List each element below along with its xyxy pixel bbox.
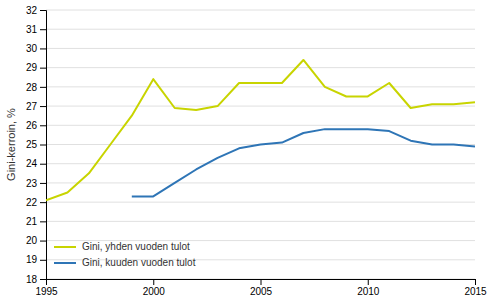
x-axis-line xyxy=(47,280,476,286)
y-axis: 18 19 20 21 22 23 24 25 26 27 28 29 30 31 32 xyxy=(26,5,47,285)
y-tick-mark xyxy=(40,202,46,203)
y-tick: 24 xyxy=(26,158,46,169)
grid-line xyxy=(46,202,475,203)
y-tick-mark xyxy=(40,10,46,11)
y-tick: 18 xyxy=(26,274,46,285)
y-tick: 26 xyxy=(26,120,46,131)
chart: 1995 2000 2005 2010 2015 18 19 20 21 22 23 24 25 26 27… xyxy=(0,0,491,303)
x-tick-mark xyxy=(475,279,476,285)
grid-line xyxy=(46,163,475,164)
y-tick-mark xyxy=(40,183,46,184)
x-tick-mark xyxy=(261,279,262,285)
y-tick-label: 21 xyxy=(26,216,38,227)
y-tick-label: 24 xyxy=(26,158,38,169)
x-tick-label: 2005 xyxy=(250,286,273,297)
y-tick-mark xyxy=(40,164,46,165)
grid-line xyxy=(46,221,475,222)
y-tick-mark xyxy=(40,221,46,222)
x-tick: 2015 xyxy=(464,279,487,297)
y-tick-label: 18 xyxy=(26,274,38,285)
x-tick: 2005 xyxy=(250,279,273,297)
legend-swatch xyxy=(54,262,76,264)
y-tick: 31 xyxy=(26,24,46,35)
y-tick-label: 28 xyxy=(26,82,38,93)
grid-line xyxy=(46,67,475,68)
legend-label: Gini, kuuden vuoden tulot xyxy=(82,257,196,268)
y-tick-label: 23 xyxy=(26,178,38,189)
legend-label: Gini, yhden vuoden tulot xyxy=(82,241,190,252)
y-tick: 21 xyxy=(26,216,46,227)
y-tick-label: 22 xyxy=(26,197,38,208)
x-tick-label: 2000 xyxy=(143,286,166,297)
series-line xyxy=(46,60,475,200)
y-tick-mark xyxy=(40,125,46,126)
y-tick-mark xyxy=(40,87,46,88)
grid-line xyxy=(46,125,475,126)
grid-line xyxy=(46,86,475,87)
y-tick-label: 31 xyxy=(26,24,38,35)
legend: Gini, yhden vuoden tulot Gini, kuuden vuo… xyxy=(54,241,196,268)
grid-line xyxy=(46,10,475,11)
grid-line xyxy=(46,48,475,49)
x-tick-label: 2010 xyxy=(357,286,380,297)
y-tick: 28 xyxy=(26,82,46,93)
y-tick-mark xyxy=(40,260,46,261)
y-axis-line xyxy=(40,11,47,280)
y-tick-mark xyxy=(40,241,46,242)
y-tick-mark xyxy=(40,106,46,107)
x-tick-mark xyxy=(153,279,154,285)
plot: 1995 2000 2005 2010 2015 18 19 20 21 22 23 24 25 26 27… xyxy=(26,5,487,297)
legend-item: Gini, yhden vuoden tulot xyxy=(54,241,190,252)
grid-line xyxy=(46,29,475,30)
y-tick-mark xyxy=(40,48,46,49)
y-tick-label: 26 xyxy=(26,120,38,131)
y-tick-label: 29 xyxy=(26,62,38,73)
x-tick: 1995 xyxy=(35,279,58,297)
y-tick-label: 25 xyxy=(26,139,38,150)
grid-line xyxy=(46,182,475,183)
y-tick-label: 19 xyxy=(26,254,38,265)
y-tick: 20 xyxy=(26,235,46,246)
y-tick: 27 xyxy=(26,101,46,112)
y-tick-mark xyxy=(40,29,46,30)
y-tick: 23 xyxy=(26,178,46,189)
y-tick: 30 xyxy=(26,43,46,54)
lines xyxy=(46,60,475,200)
y-tick: 22 xyxy=(26,197,46,208)
x-tick-mark xyxy=(368,279,369,285)
y-tick-label: 32 xyxy=(26,5,38,16)
legend-item: Gini, kuuden vuoden tulot xyxy=(54,257,196,268)
y-axis-title: Gini-kerroin, % xyxy=(5,108,17,181)
y-tick-mark xyxy=(40,279,46,280)
grid xyxy=(46,10,475,279)
x-tick-label: 2015 xyxy=(464,286,487,297)
y-tick-label: 27 xyxy=(26,101,38,112)
series-line xyxy=(132,129,475,196)
x-tick: 2000 xyxy=(143,279,166,297)
x-tick-label: 1995 xyxy=(35,286,58,297)
legend-swatch xyxy=(54,246,76,248)
y-tick: 19 xyxy=(26,254,46,265)
grid-line xyxy=(46,106,475,107)
y-tick: 25 xyxy=(26,139,46,150)
x-axis: 1995 2000 2005 2010 2015 xyxy=(35,279,487,297)
y-tick-label: 20 xyxy=(26,235,38,246)
y-tick-mark xyxy=(40,68,46,69)
x-tick: 2010 xyxy=(357,279,380,297)
y-tick: 29 xyxy=(26,62,46,73)
y-tick-label: 30 xyxy=(26,43,38,54)
y-tick-mark xyxy=(40,145,46,146)
y-tick: 32 xyxy=(26,5,46,16)
